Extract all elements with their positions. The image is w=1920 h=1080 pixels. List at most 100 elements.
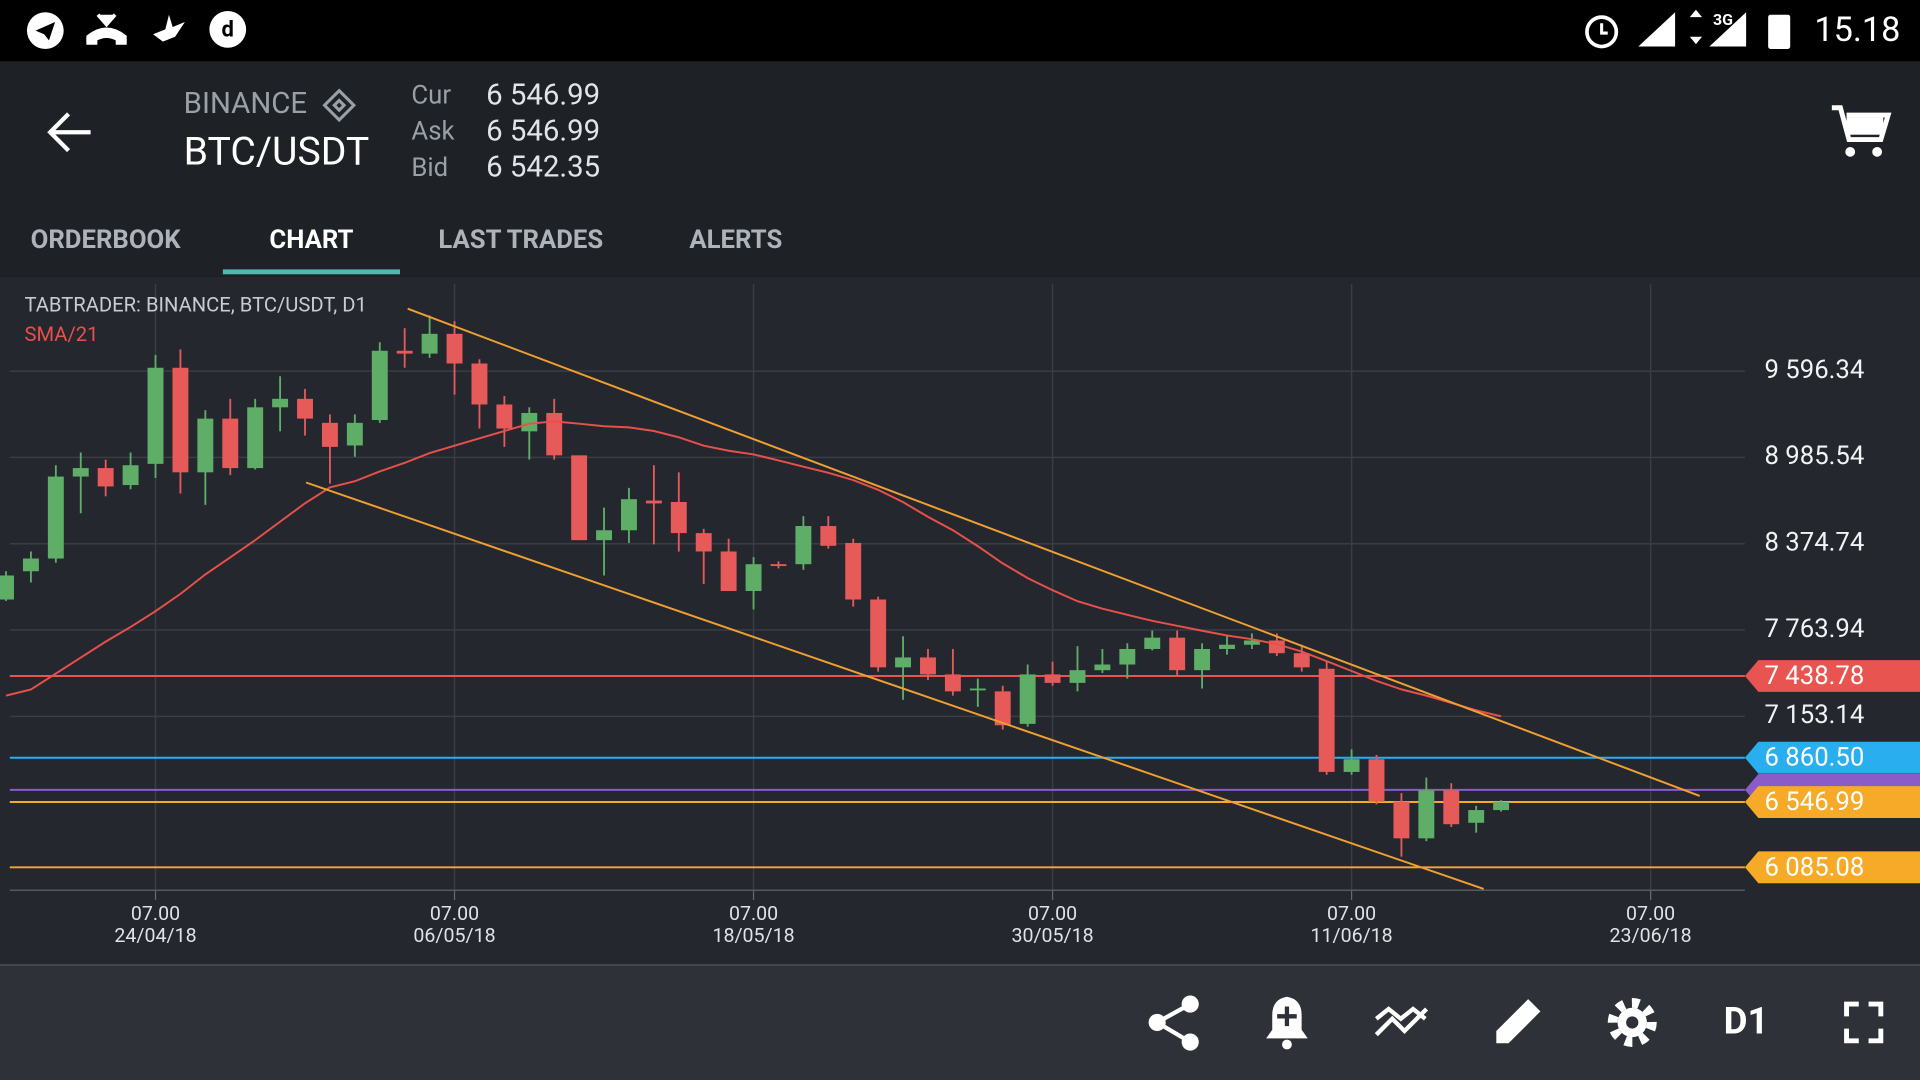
candle-body [1119, 648, 1136, 665]
x-tick-date: 06/05/18 [413, 924, 495, 947]
candle-body [1318, 668, 1335, 772]
candle-body [670, 501, 687, 534]
candle-body [745, 564, 762, 592]
y-tick-label: 9 596.34 [1764, 355, 1864, 385]
trendline [407, 307, 1701, 797]
settings-button[interactable] [1607, 997, 1657, 1047]
x-tick-date: 11/06/18 [1310, 924, 1392, 947]
candle-body [97, 468, 114, 487]
indicator-name: SMA/21 [24, 322, 98, 346]
candle-body [1044, 674, 1061, 683]
quote-value: 6 542.35 [486, 151, 600, 185]
x-tick-time: 07.00 [1327, 902, 1376, 925]
candle-body [645, 500, 662, 504]
candle-body [1418, 790, 1435, 839]
tab[interactable]: ORDERBOOK [31, 225, 182, 255]
candle-body [1144, 637, 1161, 649]
x-tick-date: 23/06/18 [1610, 924, 1692, 947]
candle-body [1443, 790, 1460, 825]
timeframe-button[interactable]: D1 [1724, 999, 1769, 1042]
candle-body [1219, 644, 1235, 649]
tabs: ORDERBOOK CHART LAST TRADES ALERTS [31, 225, 782, 275]
candle-body [371, 350, 388, 421]
candle-body [122, 465, 139, 486]
y-tick-label: 8 985.54 [1764, 441, 1864, 471]
candle-body [695, 533, 712, 552]
quote-label: Ask [411, 117, 455, 147]
price-tag [1744, 660, 1920, 692]
candle-body [546, 412, 563, 456]
candle-body [969, 688, 986, 691]
tab[interactable]: CHART [269, 225, 353, 255]
candle-body [870, 599, 887, 668]
candle-body [944, 674, 961, 692]
tab[interactable]: ALERTS [689, 225, 782, 255]
candle-body [920, 657, 936, 675]
quote-label: Bid [411, 153, 448, 183]
candle-body [1368, 759, 1385, 802]
sma-line [5, 420, 1502, 718]
price-tag-label: 6 546.99 [1764, 787, 1864, 817]
tab[interactable]: LAST TRADES [438, 225, 603, 255]
tab-indicator [222, 269, 401, 275]
battery-icon [1768, 14, 1791, 49]
fullscreen-button[interactable] [1844, 1001, 1884, 1044]
candle-body [446, 333, 463, 364]
candle-body [1094, 664, 1111, 671]
candle-body [621, 499, 637, 531]
status-bar [0, 0, 1920, 62]
candle-body [396, 350, 413, 354]
d-icon [209, 11, 247, 48]
candle-body [1019, 674, 1036, 724]
candle-body [1493, 802, 1510, 811]
x-tick-time: 07.00 [1028, 902, 1077, 925]
x-tick-time: 07.00 [729, 902, 778, 925]
indicators-button[interactable] [1374, 1006, 1429, 1037]
candle-body [471, 363, 488, 405]
x-tick-time: 07.00 [131, 902, 180, 925]
back-button[interactable] [47, 112, 91, 153]
price-tag [1744, 786, 1920, 818]
quotes: Cur 6 546.99 Ask 6 546.99 Bid 6 542.35 [411, 79, 600, 185]
header [0, 61, 1920, 277]
candle-body [72, 468, 89, 477]
add-alert-button[interactable] [1266, 996, 1308, 1050]
toolbar-icons [1148, 995, 1884, 1051]
candle-body [222, 418, 239, 469]
price-tag-label: 7 438.78 [1764, 661, 1864, 691]
y-tick-label: 8 374.74 [1764, 528, 1864, 558]
pair-name: BTC/USDT [184, 129, 370, 175]
candle-body [820, 526, 837, 546]
d-glyph: d [222, 17, 234, 42]
x-tick-date: 24/04/18 [114, 924, 196, 947]
binance-logo [322, 88, 357, 123]
candle-body [1393, 801, 1410, 839]
price-tag [1744, 741, 1920, 774]
share-button[interactable] [1148, 995, 1199, 1051]
candle-body [1293, 653, 1310, 668]
price-tag [1744, 851, 1920, 884]
chart: 07.0024/04/1807.0006/05/1807.0018/05/180… [0, 284, 1920, 947]
network-type: 3G [1713, 10, 1733, 29]
quote-value: 6 546.99 [486, 115, 600, 149]
candle-body [197, 418, 214, 473]
quote-label: Cur [411, 81, 451, 111]
draw-button[interactable] [1496, 999, 1541, 1044]
cart-button[interactable] [1831, 105, 1892, 157]
x-tick-date: 30/05/18 [1011, 924, 1093, 947]
candle-body [845, 542, 862, 600]
chart-title: TABTRADER: BINANCE, BTC/USDT, D1 [24, 292, 366, 316]
x-tick-time: 07.00 [430, 902, 479, 925]
candle-body [596, 530, 612, 541]
candle-body [521, 412, 538, 432]
candle-body [1468, 810, 1485, 823]
bird-icon [153, 14, 185, 42]
y-tick-label: 7 153.14 [1764, 700, 1864, 730]
x-tick-date: 18/05/18 [712, 924, 794, 947]
candle-body [247, 407, 264, 469]
clock: 15.18 [1814, 10, 1900, 50]
candle-body [421, 333, 438, 354]
